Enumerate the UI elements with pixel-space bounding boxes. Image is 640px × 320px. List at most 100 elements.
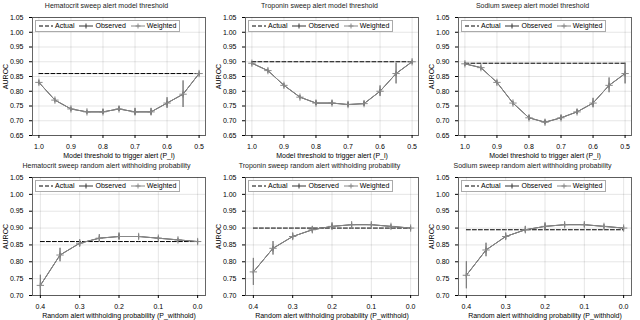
svg-text:0.70: 0.70 [436, 292, 450, 299]
svg-text:1.0: 1.0 [247, 143, 257, 150]
svg-text:0.90: 0.90 [436, 58, 450, 65]
svg-text:0.90: 0.90 [223, 224, 237, 231]
svg-text:1.00: 1.00 [436, 191, 450, 198]
svg-text:0.95: 0.95 [10, 207, 24, 214]
svg-text:0.8: 0.8 [98, 143, 108, 150]
svg-text:0.75: 0.75 [10, 102, 24, 109]
svg-text:0.80: 0.80 [223, 258, 237, 265]
svg-text:0.0: 0.0 [406, 303, 416, 310]
svg-text:0.9: 0.9 [66, 143, 76, 150]
svg-text:0.75: 0.75 [223, 275, 237, 282]
svg-text:1.05: 1.05 [436, 14, 450, 21]
html-text:Weighted: Weighted [146, 22, 177, 29]
svg-text:0.65: 0.65 [223, 132, 237, 139]
svg-text:0.80: 0.80 [436, 87, 450, 94]
svg-text:0.85: 0.85 [436, 73, 450, 80]
svg-text:0.90: 0.90 [223, 58, 237, 65]
svg-text:AUROC: AUROC [215, 224, 222, 249]
svg-text:0.3: 0.3 [501, 303, 511, 310]
svg-text:AUROC: AUROC [428, 64, 435, 89]
svg-text:0.85: 0.85 [223, 241, 237, 248]
svg-text:0.75: 0.75 [436, 275, 450, 282]
svg-text:0.1: 0.1 [366, 303, 376, 310]
svg-text:1.00: 1.00 [10, 191, 24, 198]
svg-text:1.05: 1.05 [223, 14, 237, 21]
svg-text:0.70: 0.70 [223, 117, 237, 124]
svg-text:AUROC: AUROC [2, 224, 9, 249]
svg-text:1.00: 1.00 [223, 28, 237, 35]
svg-text:0.90: 0.90 [436, 224, 450, 231]
svg-text:0.0: 0.0 [193, 303, 203, 310]
svg-text:1.0: 1.0 [460, 143, 470, 150]
svg-text:0.7: 0.7 [556, 143, 566, 150]
svg-text:0.80: 0.80 [10, 258, 24, 265]
svg-text:0.95: 0.95 [10, 43, 24, 50]
svg-text:0.7: 0.7 [343, 143, 353, 150]
svg-text:Random alert withholding proba: Random alert withholding probability (P_… [255, 312, 409, 320]
svg-text:0.0: 0.0 [619, 303, 629, 310]
svg-text:0.4: 0.4 [248, 303, 258, 310]
svg-text:0.3: 0.3 [288, 303, 298, 310]
svg-text:0.80: 0.80 [436, 258, 450, 265]
svg-text:0.70: 0.70 [10, 292, 24, 299]
svg-text:0.85: 0.85 [10, 241, 24, 248]
svg-text:0.8: 0.8 [524, 143, 534, 150]
svg-text:1.05: 1.05 [10, 14, 24, 21]
svg-text:0.5: 0.5 [407, 143, 417, 150]
svg-text:0.65: 0.65 [436, 132, 450, 139]
svg-text:0.8: 0.8 [311, 143, 321, 150]
svg-text:1.00: 1.00 [223, 191, 237, 198]
svg-text:0.3: 0.3 [75, 303, 85, 310]
svg-text:0.65: 0.65 [10, 132, 24, 139]
svg-text:0.9: 0.9 [492, 143, 502, 150]
svg-text:AUROC: AUROC [2, 64, 9, 89]
html-text:Observed: Observed [95, 22, 126, 29]
svg-text:Random alert withholding proba: Random alert withholding probability (P_… [468, 312, 622, 320]
svg-text:0.6: 0.6 [162, 143, 172, 150]
svg-text:0.80: 0.80 [10, 87, 24, 94]
svg-text:0.1: 0.1 [153, 303, 163, 310]
svg-text:0.80: 0.80 [223, 87, 237, 94]
svg-text:0.95: 0.95 [223, 43, 237, 50]
svg-text:0.90: 0.90 [10, 58, 24, 65]
svg-text:0.4: 0.4 [35, 303, 45, 310]
svg-text:0.5: 0.5 [194, 143, 204, 150]
svg-text:0.4: 0.4 [461, 303, 471, 310]
svg-text:1.00: 1.00 [436, 28, 450, 35]
svg-text:Model threshold to trigger ale: Model threshold to trigger alert (P_l) [276, 152, 388, 160]
svg-text:0.70: 0.70 [436, 117, 450, 124]
svg-text:Model threshold to trigger ale: Model threshold to trigger alert (P_l) [489, 152, 601, 160]
html-text:Hematocrit sweep alert model t: Hematocrit sweep alert model threshold [44, 2, 169, 9]
svg-text:0.95: 0.95 [223, 207, 237, 214]
svg-text:Model threshold to trigger ale: Model threshold to trigger alert (P_l) [63, 152, 175, 160]
svg-text:0.2: 0.2 [327, 303, 337, 310]
svg-text:0.95: 0.95 [436, 207, 450, 214]
svg-text:1.0: 1.0 [34, 143, 44, 150]
svg-text:0.85: 0.85 [436, 241, 450, 248]
svg-text:0.90: 0.90 [10, 224, 24, 231]
svg-text:1.05: 1.05 [223, 174, 237, 181]
svg-text:0.2: 0.2 [114, 303, 124, 310]
svg-text:0.95: 0.95 [436, 43, 450, 50]
svg-text:0.5: 0.5 [620, 143, 630, 150]
svg-text:1.05: 1.05 [436, 174, 450, 181]
svg-text:0.70: 0.70 [10, 117, 24, 124]
svg-text:AUROC: AUROC [428, 224, 435, 249]
svg-text:0.75: 0.75 [223, 102, 237, 109]
svg-text:0.9: 0.9 [279, 143, 289, 150]
svg-text:Random alert withholding proba: Random alert withholding probability (P_… [42, 312, 196, 320]
html-text:Actual: Actual [55, 22, 75, 29]
svg-text:0.85: 0.85 [10, 73, 24, 80]
svg-text:0.1: 0.1 [579, 303, 589, 310]
svg-text:0.6: 0.6 [588, 143, 598, 150]
svg-text:0.6: 0.6 [375, 143, 385, 150]
svg-text:AUROC: AUROC [215, 64, 222, 89]
svg-text:1.00: 1.00 [10, 28, 24, 35]
svg-text:0.70: 0.70 [223, 292, 237, 299]
svg-text:0.85: 0.85 [223, 73, 237, 80]
svg-text:0.7: 0.7 [130, 143, 140, 150]
svg-text:0.2: 0.2 [540, 303, 550, 310]
svg-text:0.75: 0.75 [10, 275, 24, 282]
svg-text:0.75: 0.75 [436, 102, 450, 109]
svg-text:1.05: 1.05 [10, 174, 24, 181]
